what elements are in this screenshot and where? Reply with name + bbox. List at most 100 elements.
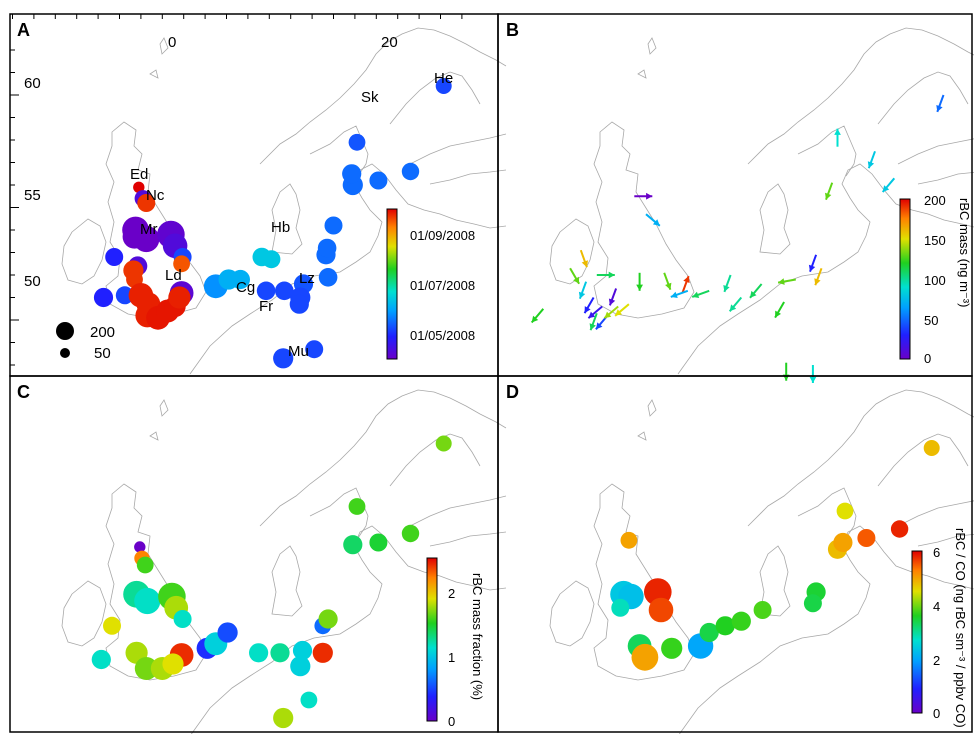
panel-d-point xyxy=(699,622,719,643)
panel-d-point xyxy=(857,529,876,547)
panel-d-point xyxy=(631,643,659,671)
panel-a-point xyxy=(137,194,156,212)
panel-c-point xyxy=(91,649,111,670)
panel-a-point xyxy=(256,281,276,301)
panel-b-wind-arrow xyxy=(579,249,588,268)
place-label-mu: Mu xyxy=(288,343,309,360)
panel-b-wind-arrow xyxy=(614,303,630,317)
y-tick-label-55: 55 xyxy=(24,187,41,204)
panel-label-a: A xyxy=(17,20,30,40)
y-tick-label-50: 50 xyxy=(24,273,41,290)
panel-label-b: B xyxy=(506,20,519,40)
panel-c-point xyxy=(343,535,363,555)
panel-b-wind-arrow xyxy=(809,365,817,383)
panel-a-point xyxy=(273,348,294,369)
panel-a-point xyxy=(342,164,362,184)
place-label-hb: Hb xyxy=(271,219,290,236)
panel-label-d: D xyxy=(506,382,519,402)
panel-b-wind-arrow xyxy=(808,254,818,273)
place-label-fr: Fr xyxy=(259,298,273,315)
panel-c-point xyxy=(103,616,121,635)
place-label-mr: Mr xyxy=(140,221,158,238)
place-label-he: He xyxy=(434,70,453,87)
size-legend-marker-50 xyxy=(60,348,70,358)
colorbar-d-tick-6: 6 xyxy=(933,545,940,560)
panel-b-wind-arrow xyxy=(587,305,603,319)
coastline xyxy=(549,389,974,734)
panel-c-point xyxy=(369,533,388,552)
panel-b-wind-arrow xyxy=(608,288,618,306)
panel-a-point xyxy=(401,162,420,181)
panel-b-wind-arrow xyxy=(596,271,615,279)
panel-c-point xyxy=(348,498,366,515)
colorbar-c-tick-0: 0 xyxy=(448,714,455,729)
panel-b-wind-arrow xyxy=(645,213,661,227)
panel-b-wind-arrow xyxy=(723,274,732,293)
x-tick-label-20: 20 xyxy=(381,34,398,51)
panel-b-wind-arrow xyxy=(681,275,690,294)
panel-c-point xyxy=(273,707,294,729)
colorbar-d-tick-4: 4 xyxy=(933,599,940,614)
place-label-ld: Ld xyxy=(165,267,182,284)
place-label-lz: Lz xyxy=(299,270,315,287)
panel-d-point xyxy=(836,502,854,520)
panel-b-wind-arrow xyxy=(834,128,841,147)
panel-a-point xyxy=(369,171,388,190)
panel-c-point xyxy=(435,435,452,452)
panel-a-point xyxy=(93,287,114,308)
panel-b-wind-arrow xyxy=(782,362,790,381)
panel-d-point xyxy=(731,611,751,631)
colorbar-b-title: rBC mass (ng m⁻³) xyxy=(957,198,972,307)
colorbar-d-tick-0: 0 xyxy=(933,706,940,721)
panel-c-point xyxy=(134,587,161,615)
panel-d-point xyxy=(715,616,735,636)
panel-c-point xyxy=(162,653,184,675)
panel-b-wind-arrow xyxy=(603,305,619,319)
colorbar-c xyxy=(426,557,438,722)
panel-c-point xyxy=(249,643,269,663)
panel-b-wind-arrow xyxy=(728,296,743,312)
panel-a-point xyxy=(275,281,294,301)
panel-c-point xyxy=(312,642,333,663)
place-label-nc: Nc xyxy=(146,187,165,204)
place-label-ed: Ed xyxy=(130,166,148,183)
size-legend-label-200: 200 xyxy=(90,324,115,341)
panel-b-wind-arrow xyxy=(867,150,876,169)
panel-a xyxy=(10,14,507,375)
panel-a-point xyxy=(317,238,337,258)
panel-c-point xyxy=(173,610,192,628)
panel-b-wind-arrow xyxy=(569,267,580,285)
panel-b-wind-arrow xyxy=(777,278,796,285)
y-tick-label-60: 60 xyxy=(24,75,41,92)
panel-b xyxy=(530,27,974,383)
panel-frame-d xyxy=(497,375,973,733)
colorbar-a-tick-1: 01/09/2008 xyxy=(410,228,475,243)
panel-a-point xyxy=(262,250,281,269)
panel-c-point xyxy=(136,556,154,574)
panel-c-point xyxy=(270,643,290,663)
panel-c-point xyxy=(401,524,420,543)
panel-d-point xyxy=(803,594,822,613)
panel-d-point xyxy=(833,532,853,553)
panel-a-point xyxy=(435,78,452,94)
panel-label-c: C xyxy=(17,382,30,402)
panel-a-point xyxy=(115,286,134,305)
panel-a-point xyxy=(133,181,145,193)
colorbar-b-tick-0: 0 xyxy=(924,351,931,366)
colorbar-c-title: rBC mass fraction (%) xyxy=(470,573,485,700)
panel-b-wind-arrow xyxy=(589,312,598,331)
panel-b-wind-arrow xyxy=(578,281,588,300)
x-tick-label-0: 0 xyxy=(168,34,176,51)
size-legend-marker-200 xyxy=(56,322,74,340)
panel-d-point xyxy=(648,597,674,623)
colorbar-c-tick-2: 2 xyxy=(448,586,455,601)
panel-b-wind-arrow xyxy=(663,272,672,291)
colorbar-b-tick-200: 200 xyxy=(924,193,946,208)
panel-c-point xyxy=(217,622,238,643)
panel-d xyxy=(549,389,974,734)
panel-b-wind-arrow xyxy=(774,301,785,319)
panel-frame-a xyxy=(9,13,499,377)
panel-b-wind-arrow xyxy=(583,297,595,314)
panel-c-point xyxy=(292,640,313,661)
panel-b-wind-arrow xyxy=(825,182,834,201)
